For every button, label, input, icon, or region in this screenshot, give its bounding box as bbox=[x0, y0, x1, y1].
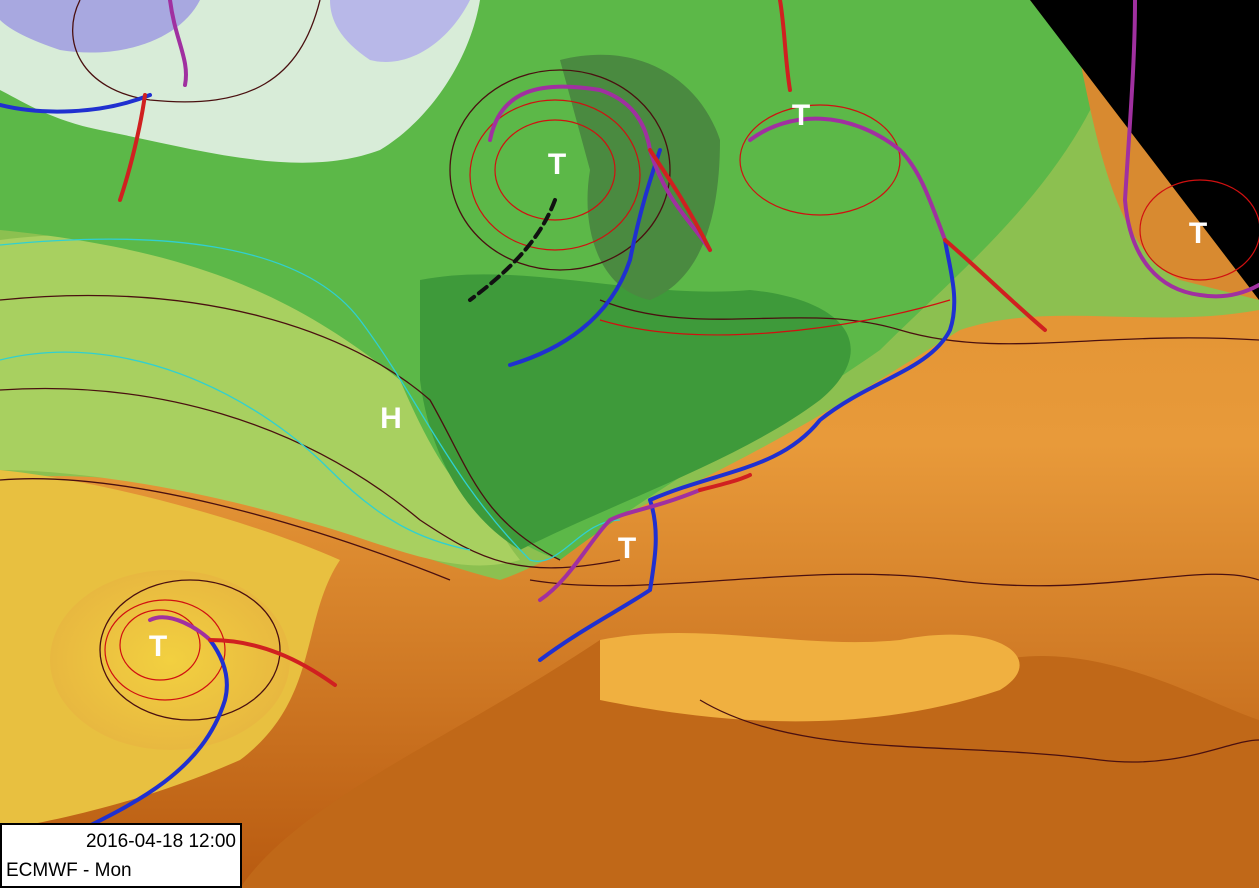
timestamp: 2016-04-18 12:00 bbox=[86, 831, 236, 852]
warm-zone bbox=[240, 640, 1259, 888]
pressure-center: T bbox=[548, 148, 566, 181]
off-map bbox=[1030, 0, 1259, 300]
sea-zone bbox=[600, 632, 1020, 722]
pressure-center: T bbox=[1189, 217, 1207, 250]
isobars bbox=[0, 0, 1259, 763]
pressure-center: T bbox=[792, 99, 810, 132]
fronts bbox=[0, 0, 1259, 852]
thickness-lines bbox=[104, 99, 1259, 701]
land-green bbox=[420, 274, 851, 550]
polar-zone bbox=[330, 0, 470, 62]
info-box bbox=[0, 823, 242, 888]
low-area bbox=[50, 570, 290, 750]
pressure-center: T bbox=[618, 532, 636, 565]
pressure-labels: T T T H T T bbox=[149, 99, 1207, 663]
pressure-center: H bbox=[380, 402, 402, 435]
polar-zone bbox=[0, 0, 200, 53]
pressure-center: T bbox=[149, 630, 167, 663]
model-run: ECMWF - Mon bbox=[6, 860, 132, 881]
isotherm bbox=[0, 238, 621, 562]
